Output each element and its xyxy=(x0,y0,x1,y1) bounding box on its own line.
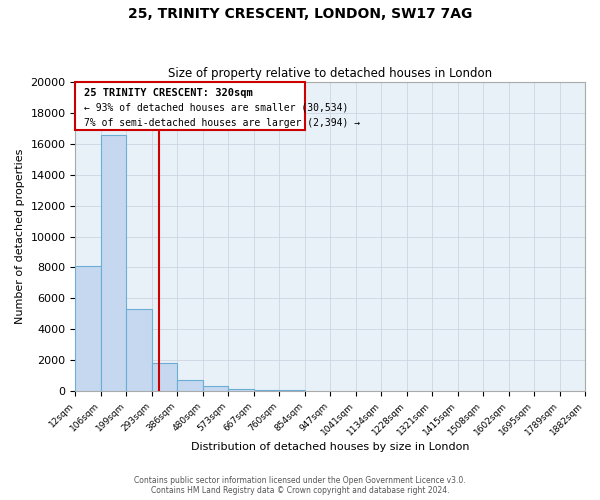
Bar xyxy=(152,364,178,391)
Text: ← 93% of detached houses are smaller (30,534): ← 93% of detached houses are smaller (30… xyxy=(83,102,348,112)
Text: 7% of semi-detached houses are larger (2,394) →: 7% of semi-detached houses are larger (2… xyxy=(83,118,360,128)
Bar xyxy=(228,389,254,391)
X-axis label: Distribution of detached houses by size in London: Distribution of detached houses by size … xyxy=(191,442,469,452)
Text: Contains public sector information licensed under the Open Government Licence v3: Contains public sector information licen… xyxy=(134,476,466,485)
Text: Contains HM Land Registry data © Crown copyright and database right 2024.: Contains HM Land Registry data © Crown c… xyxy=(151,486,449,495)
Bar xyxy=(178,380,203,391)
Bar xyxy=(76,266,101,391)
Text: 25, TRINITY CRESCENT, LONDON, SW17 7AG: 25, TRINITY CRESCENT, LONDON, SW17 7AG xyxy=(128,8,472,22)
Bar xyxy=(279,390,305,391)
Bar xyxy=(101,134,127,391)
Bar xyxy=(203,386,228,391)
Title: Size of property relative to detached houses in London: Size of property relative to detached ho… xyxy=(168,66,492,80)
Text: 25 TRINITY CRESCENT: 320sqm: 25 TRINITY CRESCENT: 320sqm xyxy=(83,88,253,98)
Bar xyxy=(127,309,152,391)
FancyBboxPatch shape xyxy=(76,82,305,130)
Bar xyxy=(254,390,279,391)
Y-axis label: Number of detached properties: Number of detached properties xyxy=(15,149,25,324)
